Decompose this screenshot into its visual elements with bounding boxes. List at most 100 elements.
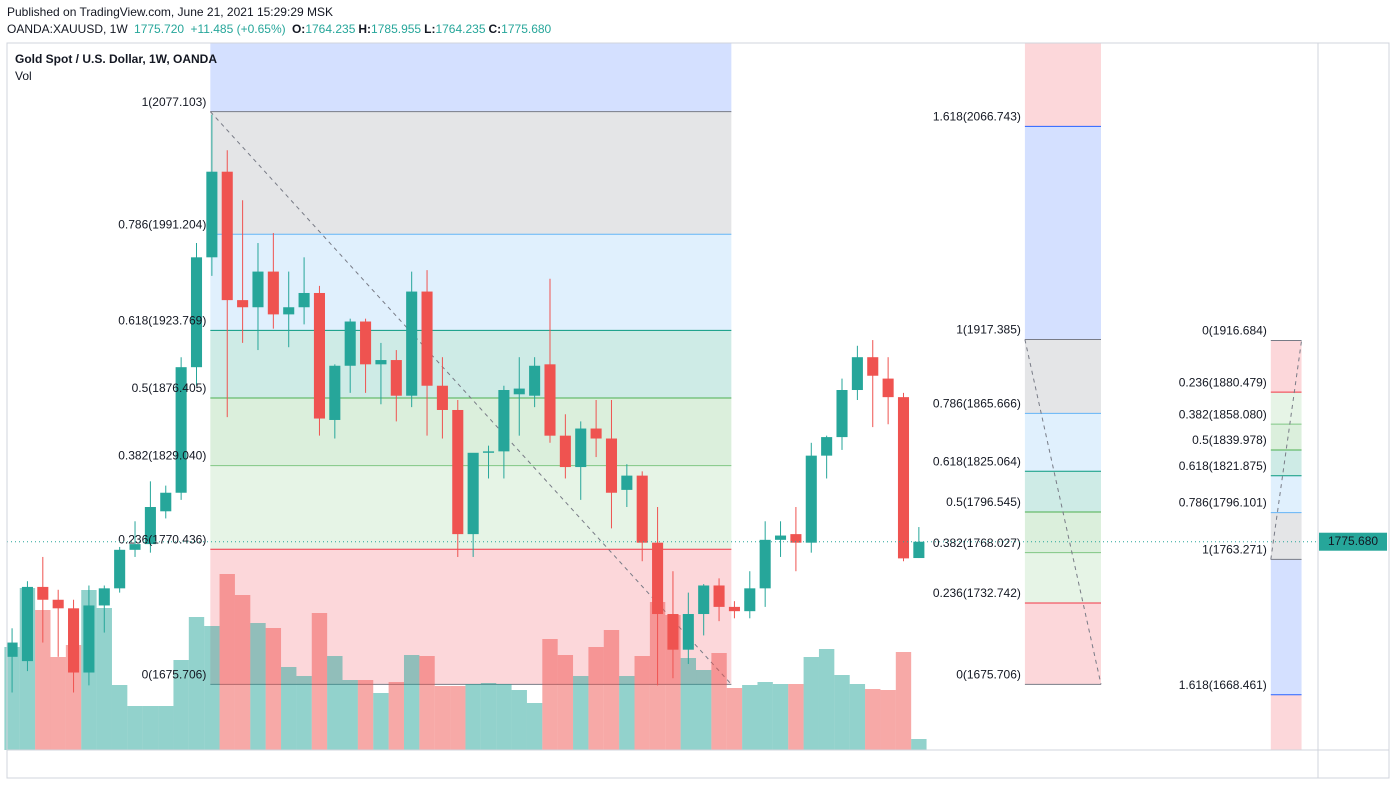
volume-bar (373, 693, 389, 750)
fib-level-label: 0.382(1858.080) (1179, 407, 1267, 421)
volume-bar (173, 660, 189, 750)
volume-bar (342, 680, 358, 750)
chart-title: Gold Spot / U.S. Dollar, 1W, OANDA (15, 52, 217, 66)
volume-bar (111, 685, 128, 750)
fib-extension-band (1270, 694, 1302, 750)
candle-body (37, 586, 49, 600)
volume-bar (434, 686, 451, 750)
volume-bar (865, 689, 881, 750)
fib-extension-band (1024, 43, 1101, 127)
fib-band (1270, 475, 1302, 513)
fib-level-label: 0.786(1991.204) (118, 217, 206, 231)
candle-body (652, 542, 664, 615)
volume-bar (4, 647, 20, 750)
volume-bar (880, 690, 896, 750)
volume-bar (603, 630, 620, 750)
candle-body (360, 321, 372, 365)
fib-band (1270, 392, 1302, 425)
volume-bar (219, 574, 235, 750)
candle-body (790, 534, 802, 543)
fib-level-label: 0.618(1825.064) (933, 454, 1021, 468)
candle-body (313, 292, 325, 419)
symbol: OANDA:XAUUSD, 1W (7, 22, 128, 36)
volume-bar (158, 706, 174, 750)
volume-bar (127, 706, 143, 750)
candle-body (559, 435, 571, 468)
volume-bar (234, 595, 251, 750)
candle-body (298, 292, 310, 308)
volume-bar (465, 684, 481, 750)
volume-bar (680, 658, 697, 750)
fib-level-label: 0.618(1923.769) (118, 314, 206, 328)
fib-band (210, 111, 732, 235)
fib-band (1024, 413, 1101, 472)
candle-body (482, 451, 495, 453)
ohlc-label: L: (424, 22, 436, 36)
volume-bar (50, 657, 66, 750)
volume-bar (403, 655, 420, 750)
fib-level-label: 0.786(1865.666) (933, 396, 1021, 410)
candle-body (759, 539, 771, 589)
candle-body (667, 614, 679, 650)
fib-level-label: 0.236(1732.742) (933, 586, 1021, 600)
candle-body (744, 588, 756, 612)
fib-level-label: 0(1675.706) (142, 668, 207, 682)
fib-level-label: 0.5(1876.405) (132, 381, 207, 395)
ohlc: O:1764.235 H:1785.955 L:1764.235 C:1775.680 (292, 22, 554, 36)
candle-body (498, 390, 510, 452)
candle-body (129, 544, 141, 550)
price-change: +11.485 (+0.65%) (190, 22, 286, 36)
candle-body (160, 492, 172, 512)
candle-body (190, 257, 203, 368)
fib-level-label: 0.5(1839.978) (1192, 433, 1267, 447)
volume-bar (388, 682, 404, 750)
volume-bar (296, 676, 312, 750)
fib-band (1270, 449, 1302, 476)
fib-band (1024, 602, 1101, 685)
ohlc-label: O: (291, 22, 306, 36)
fib-level-label: 0(1675.706) (956, 668, 1021, 682)
price-label-box (1319, 532, 1387, 551)
candle-body (775, 535, 787, 540)
volume-bar (757, 682, 773, 750)
candle-body (344, 321, 356, 366)
volume-bar (573, 676, 589, 750)
volume-bar (911, 739, 927, 750)
fib-level-label: 0.382(1768.027) (933, 536, 1021, 550)
fib-level-label: 0.236(1770.436) (118, 532, 206, 546)
candle-body (52, 599, 64, 609)
candle-body (867, 357, 879, 376)
candle-body (114, 549, 126, 589)
volume-bar (96, 608, 112, 750)
volume-bar (204, 626, 220, 750)
volume-bar (357, 680, 374, 750)
fib-band (1024, 339, 1101, 414)
candle-body (436, 385, 448, 410)
ohlc-value: 1764.235 (305, 22, 356, 36)
candle-body (83, 605, 95, 673)
ohlc-value: 1775.680 (501, 22, 552, 36)
fib-band (1024, 471, 1101, 512)
candle-body (575, 428, 587, 468)
fib-extension-band (210, 43, 732, 112)
candle-body (544, 364, 556, 436)
volume-bar (142, 706, 159, 750)
candle-body (175, 367, 187, 493)
fib-level-label: 0.618(1821.875) (1179, 459, 1267, 473)
volume-bar (818, 649, 835, 750)
candle-body (529, 365, 541, 396)
candle-body (713, 585, 725, 607)
volume-bar (788, 684, 804, 750)
fib-band (1270, 340, 1302, 393)
candle-body (513, 388, 525, 395)
last-price: 1775.720 (134, 22, 185, 36)
volume-bar (35, 610, 51, 750)
volume-bar (588, 647, 604, 750)
candle-body (913, 541, 925, 559)
candle-body (144, 507, 156, 545)
volume-bar (311, 613, 328, 750)
fib-level-label: 0.382(1829.040) (118, 449, 206, 463)
candle-body (68, 608, 80, 673)
volume-bar (803, 657, 819, 750)
